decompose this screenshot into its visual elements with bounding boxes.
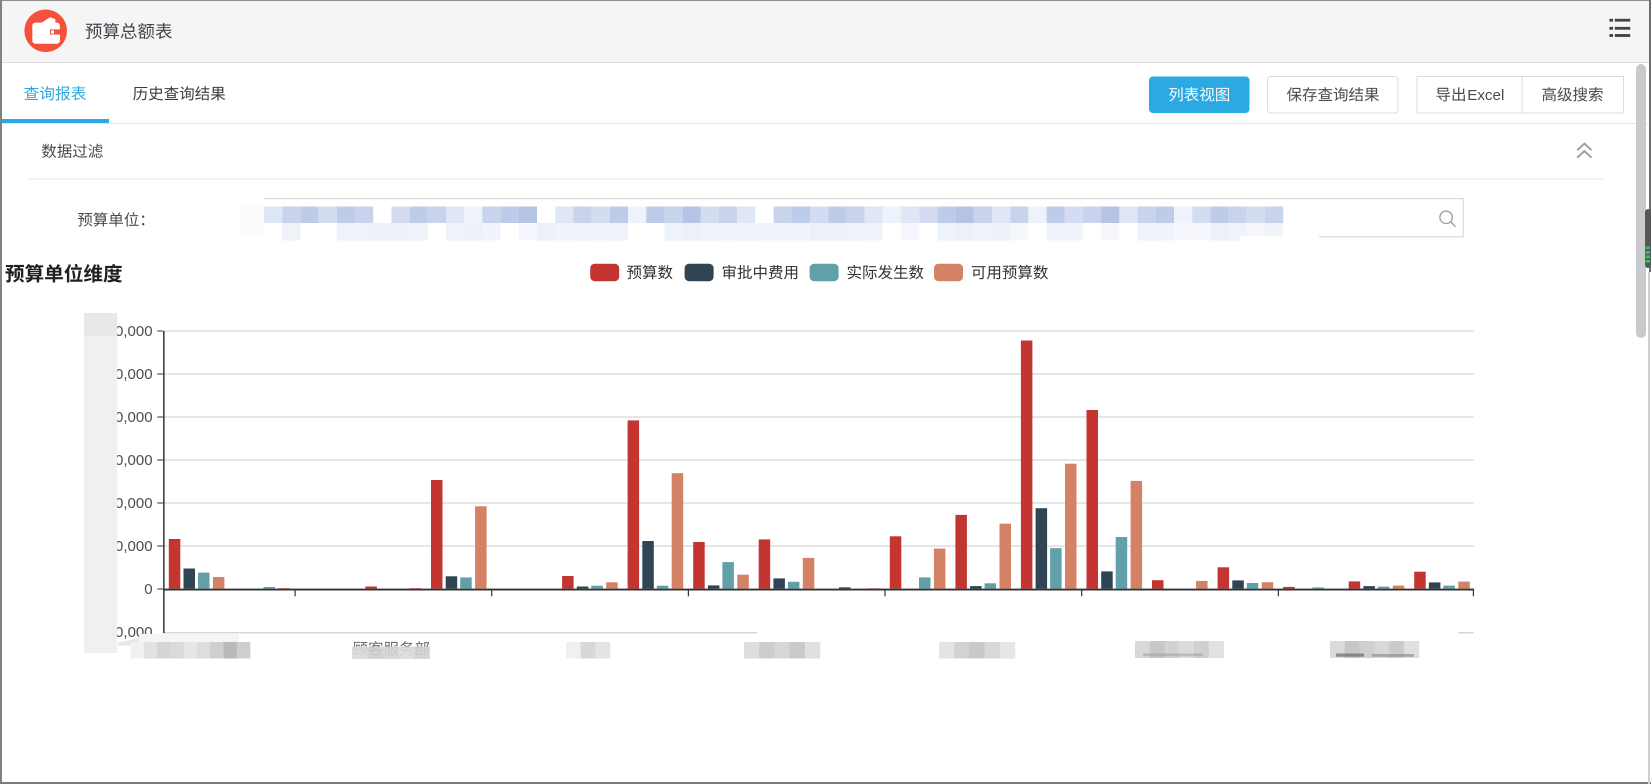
svg-text:Excel: Excel — [1467, 87, 1504, 104]
svg-text:0: 0 — [144, 581, 152, 598]
